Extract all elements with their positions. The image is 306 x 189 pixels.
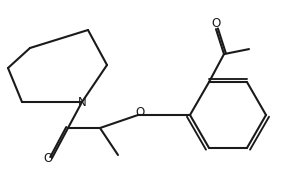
Text: O: O [135, 106, 145, 119]
Text: N: N [78, 95, 86, 108]
Text: O: O [43, 152, 53, 164]
Text: O: O [211, 17, 221, 30]
